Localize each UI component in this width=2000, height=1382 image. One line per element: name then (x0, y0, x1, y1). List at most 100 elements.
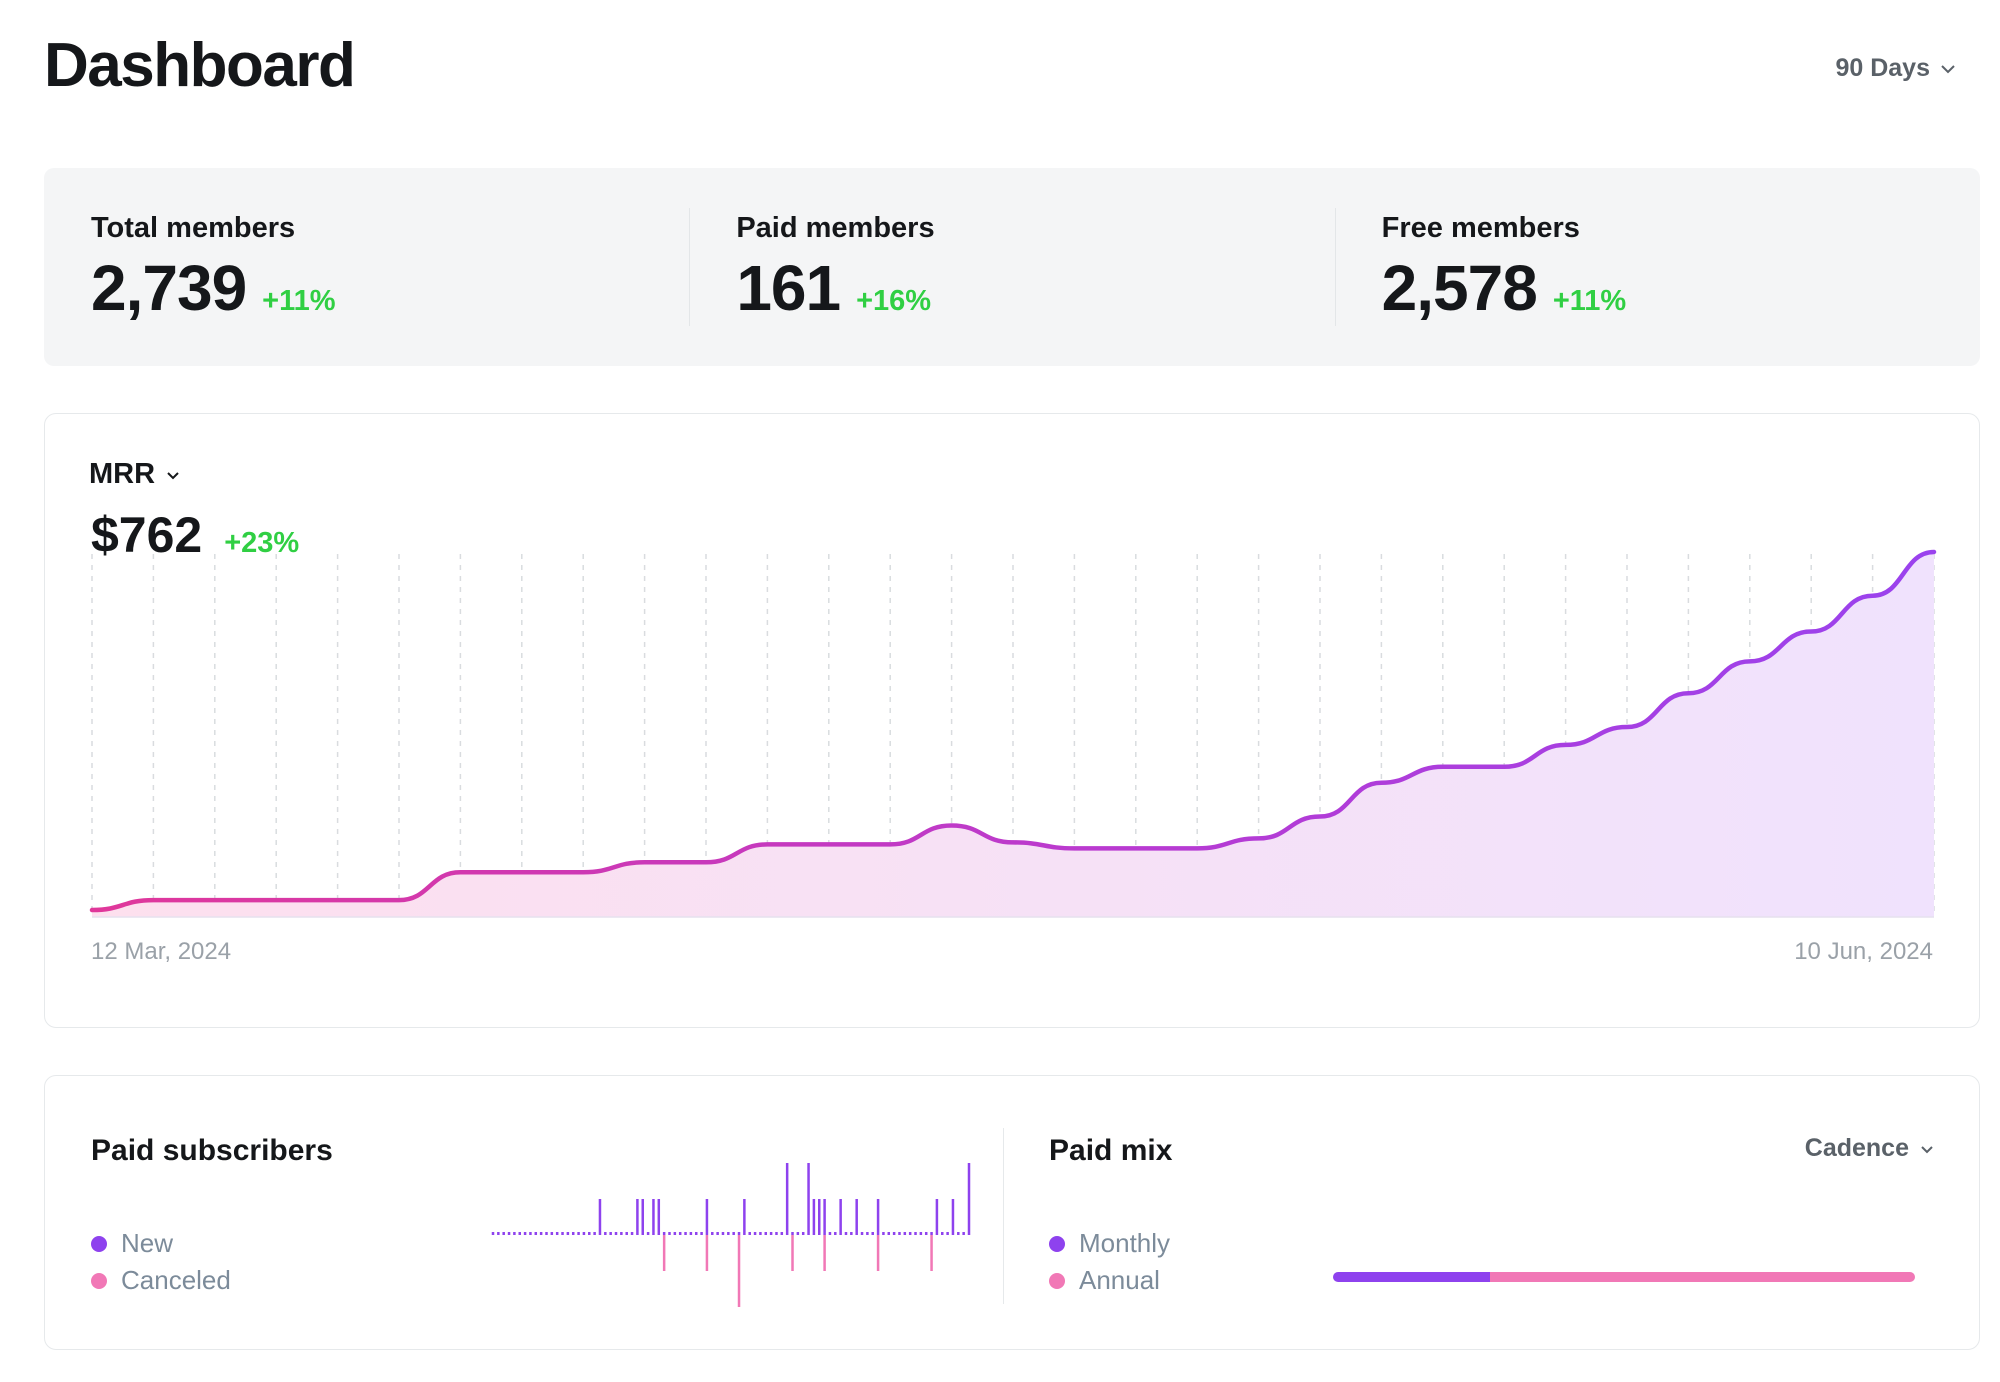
bar-new (834, 1232, 837, 1235)
bar-new (753, 1232, 757, 1235)
bar-new (882, 1232, 885, 1235)
bar-new (652, 1199, 655, 1235)
bar-new (924, 1232, 928, 1235)
bar-canceled (791, 1235, 794, 1271)
bar-new (935, 1199, 939, 1235)
bar-new (609, 1232, 612, 1235)
paid-subscribers-chart[interactable] (485, 1126, 985, 1326)
legend-dot (91, 1235, 107, 1252)
kpi-total-members[interactable]: Total members 2,739 +11% (44, 168, 689, 366)
bar-new (871, 1232, 874, 1235)
bar-new (711, 1232, 714, 1235)
bar-new (727, 1232, 730, 1235)
bar-new (625, 1232, 628, 1235)
mrr-value: $762 (91, 507, 203, 563)
bar-new (764, 1232, 768, 1235)
bar-new (662, 1232, 666, 1235)
kpi-label: Paid members (736, 212, 935, 244)
bar-new (828, 1232, 832, 1235)
legend-dot (1049, 1235, 1065, 1252)
bar-new (951, 1199, 955, 1235)
bar-new (561, 1232, 564, 1235)
kpi-delta: +11% (262, 285, 336, 317)
bar-new (641, 1199, 645, 1235)
bar-new (812, 1199, 816, 1235)
bar-new (796, 1232, 800, 1235)
mix-segment-annual (1490, 1272, 1915, 1282)
bar-new (630, 1232, 634, 1235)
bar-new (588, 1232, 591, 1235)
kpi-strip: Total members 2,739 +11% Paid members 16… (44, 168, 1980, 366)
bar-new (855, 1199, 858, 1235)
metric-dropdown[interactable]: MRR (89, 458, 181, 491)
bar-new (582, 1232, 586, 1235)
bar-new (769, 1232, 773, 1235)
paid-mix-bar[interactable] (1333, 1272, 1915, 1282)
bar-new (866, 1232, 869, 1235)
bar-canceled (737, 1235, 741, 1307)
kpi-value: 2,578 (1381, 252, 1538, 324)
bar-new (919, 1232, 923, 1235)
x-axis-start-label: 12 Mar, 2024 (91, 938, 232, 965)
bar-canceled (876, 1235, 880, 1271)
date-range-label: 90 Days (1835, 54, 1930, 82)
cadence-dropdown[interactable]: Cadence (1805, 1134, 1935, 1163)
bar-new (785, 1163, 789, 1235)
bar-new (673, 1232, 677, 1235)
bar-new (539, 1232, 543, 1235)
bar-new (657, 1199, 661, 1235)
kpi-paid-members[interactable]: Paid members 161 +16% (689, 168, 1334, 366)
bar-canceled (662, 1235, 666, 1271)
legend-label: Monthly (1079, 1228, 1171, 1258)
mrr-chart[interactable] (45, 414, 1981, 1029)
x-axis-end-label: 10 Jun, 2024 (1794, 938, 1933, 965)
bar-new (876, 1199, 880, 1235)
bar-new (967, 1163, 971, 1235)
bar-canceled (705, 1235, 709, 1271)
bar-new (513, 1232, 516, 1235)
kpi-free-members[interactable]: Free members 2,578 +11% (1334, 168, 1980, 366)
bar-new (860, 1232, 864, 1235)
mrr-card: MRR $762 +23% 12 Mar, 2024 10 Jun, 2024 (44, 413, 1980, 1028)
bar-new (791, 1232, 794, 1235)
bar-new (957, 1232, 960, 1235)
chevron-down-icon (167, 471, 179, 479)
bar-new (946, 1232, 949, 1235)
cadence-label: Cadence (1804, 1134, 1909, 1162)
kpi-label: Total members (91, 212, 296, 244)
kpi-delta: +16% (856, 285, 932, 317)
bar-new (684, 1232, 687, 1235)
bar-new (700, 1232, 703, 1235)
bar-new (743, 1199, 746, 1235)
date-range-dropdown[interactable]: 90 Days (1835, 54, 1956, 83)
page-title: Dashboard (44, 31, 356, 100)
kpi-delta: +11% (1552, 285, 1627, 317)
bar-new (908, 1232, 912, 1235)
legend-item-new: New (91, 1228, 231, 1259)
bar-new (721, 1232, 725, 1235)
bar-new (732, 1232, 735, 1235)
bar-new (491, 1232, 495, 1235)
bar-new (898, 1232, 901, 1235)
bar-new (523, 1232, 527, 1235)
bar-new (930, 1232, 933, 1235)
bar-new (518, 1232, 521, 1235)
metric-label: MRR (89, 458, 156, 490)
legend-label: Annual (1079, 1265, 1160, 1295)
legend-item-canceled: Canceled (91, 1265, 231, 1296)
bar-new (668, 1232, 671, 1235)
bar-new (604, 1232, 607, 1235)
bar-new (775, 1232, 778, 1235)
bar-new (844, 1232, 848, 1235)
bar-new (823, 1199, 826, 1235)
bar-new (689, 1232, 693, 1235)
bar-new (497, 1232, 500, 1235)
bar-new (839, 1199, 842, 1235)
mrr-line (89, 549, 1937, 913)
bar-new (614, 1232, 618, 1235)
bar-new (646, 1232, 650, 1235)
bar-new (737, 1232, 741, 1235)
legend-label: New (121, 1228, 174, 1258)
legend-dot (91, 1272, 107, 1289)
bar-new (577, 1232, 580, 1235)
